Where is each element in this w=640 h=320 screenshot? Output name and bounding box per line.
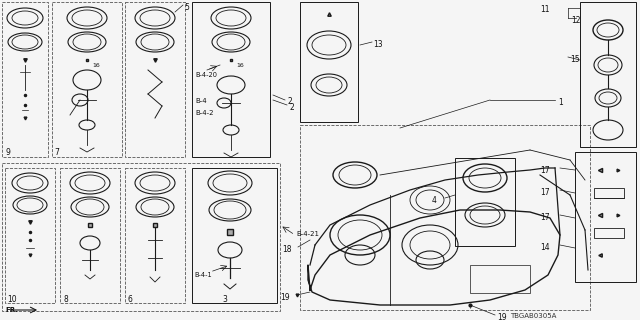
- Text: 14: 14: [540, 243, 550, 252]
- Text: 9: 9: [5, 148, 10, 157]
- Bar: [455, 158, 515, 246]
- Text: 8: 8: [63, 295, 68, 304]
- Text: B-4-21: B-4-21: [296, 231, 319, 237]
- Text: 10: 10: [7, 295, 17, 304]
- Text: 16: 16: [236, 63, 244, 68]
- Text: B-4-1: B-4-1: [194, 272, 212, 278]
- Bar: [300, 125, 590, 310]
- Text: B-4-20: B-4-20: [195, 72, 217, 78]
- Text: TBGAB0305A: TBGAB0305A: [510, 313, 556, 319]
- Text: 3: 3: [222, 295, 227, 304]
- Text: 19: 19: [280, 293, 290, 302]
- Text: 4: 4: [432, 196, 437, 205]
- Text: B-4-2: B-4-2: [195, 110, 214, 116]
- Text: 16: 16: [92, 63, 100, 68]
- Text: 2: 2: [287, 97, 292, 106]
- Text: 6: 6: [128, 295, 133, 304]
- Text: 7: 7: [54, 148, 59, 157]
- Text: 2: 2: [289, 103, 294, 112]
- Bar: [60, 168, 120, 303]
- Text: 17: 17: [540, 166, 550, 175]
- Text: 12: 12: [571, 16, 580, 25]
- Bar: [125, 2, 185, 157]
- Text: 17: 17: [540, 188, 550, 197]
- Bar: [5, 168, 55, 303]
- Bar: [300, 2, 358, 122]
- Text: 5: 5: [184, 3, 189, 12]
- Bar: [470, 265, 530, 293]
- Bar: [2, 163, 280, 311]
- Bar: [192, 168, 277, 303]
- Bar: [594, 228, 624, 238]
- Text: 11: 11: [540, 5, 550, 14]
- Bar: [52, 2, 122, 157]
- Text: 13: 13: [373, 40, 383, 49]
- Text: 1: 1: [558, 98, 563, 107]
- Bar: [575, 152, 636, 282]
- Bar: [594, 188, 624, 198]
- Text: 15: 15: [570, 55, 580, 64]
- Text: 18: 18: [282, 245, 291, 254]
- Bar: [192, 2, 270, 157]
- Bar: [580, 2, 636, 147]
- Bar: [2, 2, 48, 157]
- Text: B-4: B-4: [195, 98, 207, 104]
- Text: 19: 19: [497, 313, 507, 320]
- Text: 17: 17: [540, 213, 550, 222]
- Text: FR.: FR.: [5, 307, 18, 313]
- Bar: [125, 168, 185, 303]
